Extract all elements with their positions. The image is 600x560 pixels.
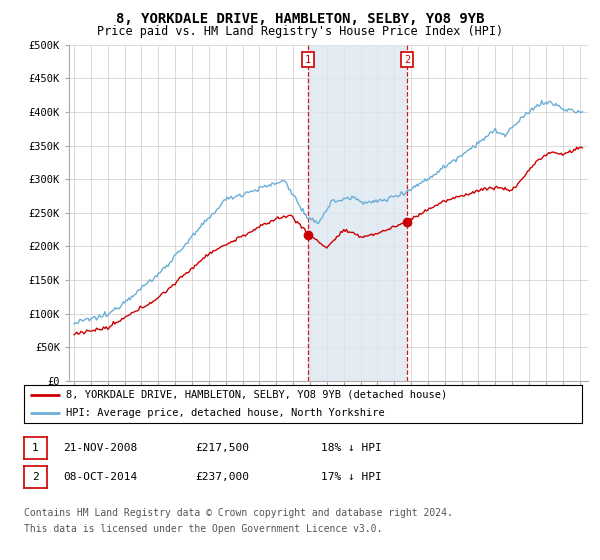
- Text: 1: 1: [305, 54, 311, 64]
- Text: Price paid vs. HM Land Registry's House Price Index (HPI): Price paid vs. HM Land Registry's House …: [97, 25, 503, 38]
- Bar: [308, 45, 407, 381]
- Text: 2: 2: [32, 472, 39, 482]
- Text: 17% ↓ HPI: 17% ↓ HPI: [321, 472, 382, 482]
- Text: 2: 2: [404, 54, 410, 64]
- Text: 18% ↓ HPI: 18% ↓ HPI: [321, 443, 382, 453]
- Text: This data is licensed under the Open Government Licence v3.0.: This data is licensed under the Open Gov…: [24, 524, 382, 534]
- Text: £217,500: £217,500: [195, 443, 249, 453]
- Text: 8, YORKDALE DRIVE, HAMBLETON, SELBY, YO8 9YB: 8, YORKDALE DRIVE, HAMBLETON, SELBY, YO8…: [116, 12, 484, 26]
- Text: HPI: Average price, detached house, North Yorkshire: HPI: Average price, detached house, Nort…: [66, 408, 385, 418]
- Text: 08-OCT-2014: 08-OCT-2014: [63, 472, 137, 482]
- Text: 8, YORKDALE DRIVE, HAMBLETON, SELBY, YO8 9YB (detached house): 8, YORKDALE DRIVE, HAMBLETON, SELBY, YO8…: [66, 390, 447, 400]
- Text: 1: 1: [32, 443, 39, 453]
- Text: 21-NOV-2008: 21-NOV-2008: [63, 443, 137, 453]
- Text: £237,000: £237,000: [195, 472, 249, 482]
- Text: Contains HM Land Registry data © Crown copyright and database right 2024.: Contains HM Land Registry data © Crown c…: [24, 508, 453, 519]
